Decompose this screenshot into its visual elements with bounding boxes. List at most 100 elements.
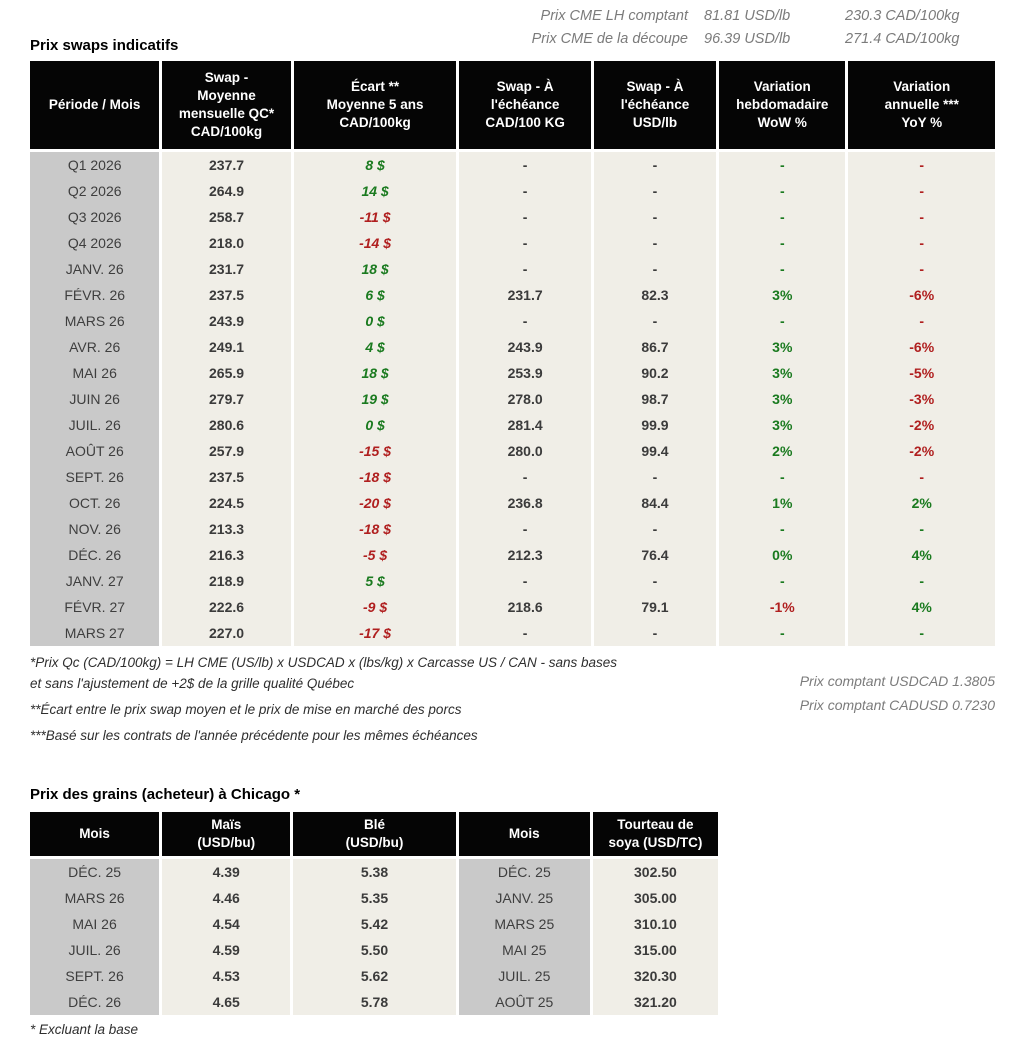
maturity-cad-cell: - bbox=[459, 568, 594, 594]
swaps-table-row: AVR. 26 249.1 4 $ 243.9 86.7 3% -6% bbox=[30, 334, 995, 360]
swap-monthly-avg-cell: 243.9 bbox=[162, 308, 294, 334]
col-header-swap-maturity-usd: Swap - À l'échéance USD/lb bbox=[593, 61, 720, 152]
yoy-cell: - bbox=[848, 204, 995, 230]
wow-cell: -1% bbox=[719, 594, 849, 620]
maturity-usd-cell: - bbox=[593, 568, 720, 594]
corn-month-cell: JUIL. 26 bbox=[30, 936, 163, 963]
grains-table-body: DÉC. 25 4.39 5.38 DÉC. 25 302.50 MARS 26… bbox=[30, 858, 718, 1015]
swap-monthly-avg-cell: 280.6 bbox=[162, 412, 294, 438]
maturity-cad-cell: 278.0 bbox=[459, 386, 594, 412]
maturity-usd-cell: 79.1 bbox=[593, 594, 720, 620]
swap-monthly-avg-cell: 237.5 bbox=[162, 464, 294, 490]
soy-month-cell: JANV. 25 bbox=[458, 884, 593, 911]
cme-spot-label: Prix CME de la découpe bbox=[531, 31, 688, 47]
grains-table: Mois Maïs (USD/bu) Blé (USD/bu) Mois Tou… bbox=[30, 811, 718, 1015]
corn-price-cell: 4.54 bbox=[162, 910, 294, 937]
yoy-cell: -2% bbox=[848, 412, 995, 438]
cme-spot-row: Prix CME de la découpe 96.39 USD/lb 271.… bbox=[493, 31, 995, 47]
swaps-table-row: DÉC. 26 216.3 -5 $ 212.3 76.4 0% 4% bbox=[30, 542, 995, 568]
ecart-cell: -9 $ bbox=[293, 594, 460, 620]
ecart-cell: 6 $ bbox=[293, 282, 460, 308]
soy-month-cell: MAI 25 bbox=[458, 936, 593, 963]
wow-cell: 2% bbox=[719, 438, 849, 464]
grains-table-row: DÉC. 25 4.39 5.38 DÉC. 25 302.50 bbox=[30, 858, 718, 885]
wow-cell: - bbox=[719, 152, 849, 178]
swaps-table-row: AOÛT 26 257.9 -15 $ 280.0 99.4 2% -2% bbox=[30, 438, 995, 464]
col-header-month-soy: Mois bbox=[458, 811, 593, 859]
swaps-table-row: MAI 26 265.9 18 $ 253.9 90.2 3% -5% bbox=[30, 360, 995, 386]
footnotes-block: *Prix Qc (CAD/100kg) = LH CME (US/lb) x … bbox=[30, 653, 735, 752]
period-cell: NOV. 26 bbox=[30, 516, 163, 542]
maturity-usd-cell: - bbox=[593, 620, 720, 646]
wheat-price-cell: 5.62 bbox=[293, 962, 459, 989]
swap-monthly-avg-cell: 224.5 bbox=[162, 490, 294, 516]
soymeal-price-cell: 320.30 bbox=[592, 962, 718, 989]
yoy-cell: - bbox=[848, 256, 995, 282]
cme-spot-cad-value: 230.3 CAD/100kg bbox=[845, 8, 960, 24]
fx-spot-block: Prix comptant USDCAD 1.3805 Prix comptan… bbox=[800, 653, 995, 752]
corn-month-cell: DÉC. 25 bbox=[30, 858, 163, 885]
cadusd-spot-rate: Prix comptant CADUSD 0.7230 bbox=[799, 697, 995, 713]
yoy-cell: 4% bbox=[848, 542, 995, 568]
wow-cell: - bbox=[719, 256, 849, 282]
swap-monthly-avg-cell: 216.3 bbox=[162, 542, 294, 568]
period-cell: DÉC. 26 bbox=[30, 542, 163, 568]
grains-section: Prix des grains (acheteur) à Chicago * M… bbox=[30, 786, 995, 1037]
period-cell: Q1 2026 bbox=[30, 152, 163, 178]
yoy-cell: - bbox=[848, 152, 995, 178]
ecart-cell: 18 $ bbox=[293, 360, 460, 386]
swap-monthly-avg-cell: 218.9 bbox=[162, 568, 294, 594]
top-header: Prix swaps indicatifs Prix CME LH compta… bbox=[30, 8, 995, 54]
maturity-cad-cell: 212.3 bbox=[459, 542, 594, 568]
period-cell: JUIN 26 bbox=[30, 386, 163, 412]
wheat-price-cell: 5.38 bbox=[293, 858, 459, 885]
ecart-cell: 19 $ bbox=[293, 386, 460, 412]
maturity-usd-cell: - bbox=[593, 178, 720, 204]
wow-cell: 3% bbox=[719, 360, 849, 386]
col-header-soymeal: Tourteau de soya (USD/TC) bbox=[592, 811, 718, 859]
swaps-table-row: Q4 2026 218.0 -14 $ - - - - bbox=[30, 230, 995, 256]
yoy-cell: -3% bbox=[848, 386, 995, 412]
maturity-cad-cell: 280.0 bbox=[459, 438, 594, 464]
yoy-cell: 4% bbox=[848, 594, 995, 620]
yoy-cell: - bbox=[848, 230, 995, 256]
ecart-cell: 5 $ bbox=[293, 568, 460, 594]
soy-month-cell: JUIL. 25 bbox=[458, 962, 593, 989]
swap-monthly-avg-cell: 213.3 bbox=[162, 516, 294, 542]
maturity-usd-cell: - bbox=[593, 256, 720, 282]
corn-price-cell: 4.39 bbox=[162, 858, 294, 885]
period-cell: OCT. 26 bbox=[30, 490, 163, 516]
corn-month-cell: DÉC. 26 bbox=[30, 988, 163, 1015]
maturity-cad-cell: - bbox=[459, 516, 594, 542]
soymeal-price-cell: 315.00 bbox=[592, 936, 718, 963]
period-cell: AVR. 26 bbox=[30, 334, 163, 360]
soy-month-cell: MARS 25 bbox=[458, 910, 593, 937]
wow-cell: - bbox=[719, 568, 849, 594]
swap-monthly-avg-cell: 218.0 bbox=[162, 230, 294, 256]
soy-month-cell: DÉC. 25 bbox=[458, 858, 593, 885]
maturity-cad-cell: - bbox=[459, 178, 594, 204]
wow-cell: 1% bbox=[719, 490, 849, 516]
soymeal-price-cell: 305.00 bbox=[592, 884, 718, 911]
swap-monthly-avg-cell: 258.7 bbox=[162, 204, 294, 230]
swaps-table-row: MARS 27 227.0 -17 $ - - - - bbox=[30, 620, 995, 646]
grains-table-header: Mois Maïs (USD/bu) Blé (USD/bu) Mois Tou… bbox=[30, 811, 718, 859]
maturity-cad-cell: - bbox=[459, 230, 594, 256]
ecart-cell: 8 $ bbox=[293, 152, 460, 178]
ecart-cell: 14 $ bbox=[293, 178, 460, 204]
col-header-ecart-5yr: Écart ** Moyenne 5 ans CAD/100kg bbox=[293, 61, 460, 152]
yoy-cell: -5% bbox=[848, 360, 995, 386]
ecart-cell: -18 $ bbox=[293, 516, 460, 542]
swaps-footnotes: *Prix Qc (CAD/100kg) = LH CME (US/lb) x … bbox=[30, 653, 995, 752]
swaps-table-body: Q1 2026 237.7 8 $ - - - - Q2 2026 264.9 … bbox=[30, 152, 995, 646]
swap-monthly-avg-cell: 237.7 bbox=[162, 152, 294, 178]
col-header-swap-monthly-avg: Swap - Moyenne mensuelle QC* CAD/100kg bbox=[162, 61, 294, 152]
cme-spot-info: Prix CME LH comptant 81.81 USD/lb 230.3 … bbox=[493, 8, 995, 54]
ecart-cell: -18 $ bbox=[293, 464, 460, 490]
yoy-cell: - bbox=[848, 308, 995, 334]
period-cell: FÉVR. 27 bbox=[30, 594, 163, 620]
yoy-cell: -2% bbox=[848, 438, 995, 464]
col-header-month-corn: Mois bbox=[30, 811, 163, 859]
maturity-usd-cell: 82.3 bbox=[593, 282, 720, 308]
swaps-table-row: Q1 2026 237.7 8 $ - - - - bbox=[30, 152, 995, 178]
